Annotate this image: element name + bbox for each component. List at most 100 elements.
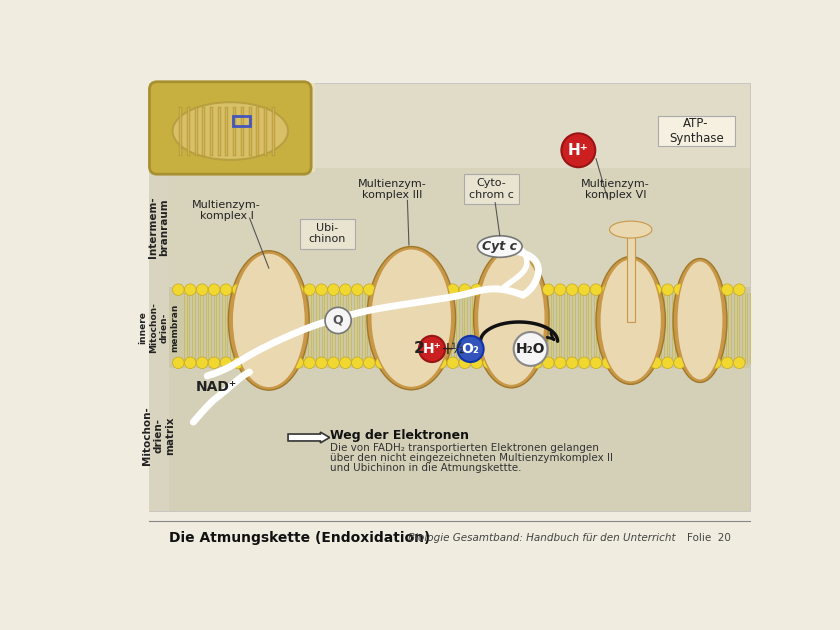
Circle shape xyxy=(459,284,470,295)
Circle shape xyxy=(674,284,685,295)
Circle shape xyxy=(208,284,220,295)
Text: H⁺: H⁺ xyxy=(568,143,589,158)
Circle shape xyxy=(579,357,590,369)
Circle shape xyxy=(352,357,363,369)
Circle shape xyxy=(685,357,697,369)
Ellipse shape xyxy=(477,236,522,257)
Text: NAD⁺: NAD⁺ xyxy=(196,380,237,394)
Ellipse shape xyxy=(232,253,306,388)
Ellipse shape xyxy=(600,259,662,382)
Circle shape xyxy=(364,284,375,295)
Ellipse shape xyxy=(596,256,665,384)
FancyBboxPatch shape xyxy=(150,82,311,174)
Circle shape xyxy=(412,357,423,369)
Circle shape xyxy=(602,357,614,369)
Circle shape xyxy=(495,284,507,295)
Circle shape xyxy=(197,284,208,295)
Circle shape xyxy=(579,284,590,295)
Ellipse shape xyxy=(228,251,309,390)
Circle shape xyxy=(423,284,435,295)
Circle shape xyxy=(280,357,291,369)
Circle shape xyxy=(399,284,411,295)
Bar xyxy=(150,368,750,511)
Circle shape xyxy=(375,284,387,295)
Text: Multienzym-
komplex III: Multienzym- komplex III xyxy=(358,179,427,200)
Circle shape xyxy=(674,357,685,369)
Circle shape xyxy=(447,357,459,369)
Circle shape xyxy=(256,284,268,295)
FancyArrow shape xyxy=(288,432,329,443)
Text: 2: 2 xyxy=(413,341,424,357)
FancyBboxPatch shape xyxy=(464,174,519,204)
Circle shape xyxy=(220,357,232,369)
Ellipse shape xyxy=(367,246,455,390)
Circle shape xyxy=(471,357,482,369)
Circle shape xyxy=(412,284,423,295)
Text: Cyt c: Cyt c xyxy=(482,240,517,253)
Circle shape xyxy=(626,357,638,369)
Circle shape xyxy=(339,357,351,369)
Text: und Ubichinon in die Atmungskettte.: und Ubichinon in die Atmungskettte. xyxy=(330,462,522,472)
Circle shape xyxy=(419,336,445,362)
Circle shape xyxy=(591,357,601,369)
Circle shape xyxy=(698,284,709,295)
Circle shape xyxy=(602,284,614,295)
Bar xyxy=(150,287,750,368)
Circle shape xyxy=(614,284,626,295)
Circle shape xyxy=(304,357,315,369)
Circle shape xyxy=(471,284,482,295)
Circle shape xyxy=(722,284,733,295)
Bar xyxy=(150,83,750,511)
Circle shape xyxy=(554,357,566,369)
Circle shape xyxy=(316,357,328,369)
Bar xyxy=(150,168,750,287)
Circle shape xyxy=(280,284,291,295)
Ellipse shape xyxy=(673,258,727,382)
Ellipse shape xyxy=(172,102,288,160)
Ellipse shape xyxy=(610,221,652,238)
Text: Biologie Gesamtband: Handbuch für den Unterricht: Biologie Gesamtband: Handbuch für den Un… xyxy=(408,532,676,542)
FancyBboxPatch shape xyxy=(300,219,355,249)
Circle shape xyxy=(626,284,638,295)
Circle shape xyxy=(698,357,709,369)
Circle shape xyxy=(268,284,280,295)
Circle shape xyxy=(710,357,722,369)
Text: Die Atmungskette (Endoxidation): Die Atmungskette (Endoxidation) xyxy=(169,530,430,544)
Circle shape xyxy=(531,284,542,295)
Text: ATP-
Synthase: ATP- Synthase xyxy=(669,117,723,145)
Circle shape xyxy=(662,284,674,295)
Circle shape xyxy=(638,284,649,295)
Circle shape xyxy=(435,357,447,369)
Text: Cyto-
chrom c: Cyto- chrom c xyxy=(469,178,514,200)
Circle shape xyxy=(220,284,232,295)
FancyBboxPatch shape xyxy=(659,117,735,146)
Text: +: + xyxy=(440,340,454,358)
Circle shape xyxy=(232,357,244,369)
Circle shape xyxy=(328,357,339,369)
Circle shape xyxy=(339,284,351,295)
Circle shape xyxy=(316,284,328,295)
Text: Weg der Elektronen: Weg der Elektronen xyxy=(330,428,470,442)
Circle shape xyxy=(733,357,745,369)
Circle shape xyxy=(483,357,495,369)
Circle shape xyxy=(554,284,566,295)
Circle shape xyxy=(387,284,399,295)
Circle shape xyxy=(364,357,375,369)
Circle shape xyxy=(483,284,495,295)
Circle shape xyxy=(566,357,578,369)
Bar xyxy=(150,83,315,172)
Circle shape xyxy=(710,284,722,295)
Circle shape xyxy=(256,357,268,369)
Text: H₂O: H₂O xyxy=(516,342,545,356)
Circle shape xyxy=(543,357,554,369)
Circle shape xyxy=(399,357,411,369)
Circle shape xyxy=(292,284,303,295)
Circle shape xyxy=(614,357,626,369)
Text: H⁺: H⁺ xyxy=(423,342,442,356)
Circle shape xyxy=(638,357,649,369)
Circle shape xyxy=(244,357,255,369)
Text: innere
Mitochon-
drien-
membran: innere Mitochon- drien- membran xyxy=(139,302,179,353)
Circle shape xyxy=(733,284,745,295)
Bar xyxy=(233,116,249,127)
Circle shape xyxy=(292,357,303,369)
